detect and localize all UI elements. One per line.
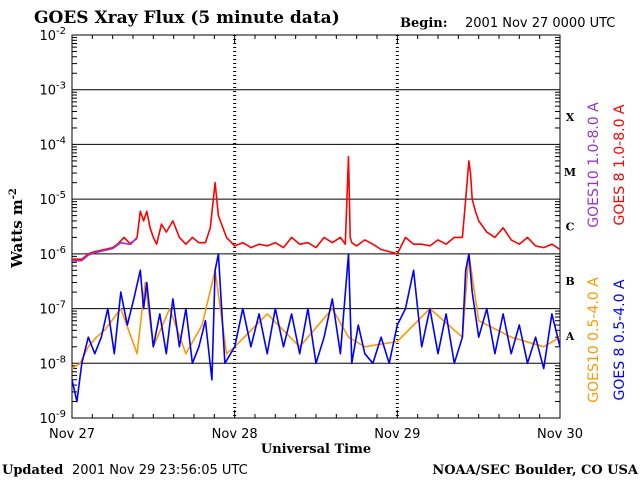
- series-line: [72, 155, 561, 261]
- y-tick-label-exp: -5: [56, 190, 66, 201]
- x-tick-label: Nov 27: [49, 427, 95, 442]
- x-axis-title: Universal Time: [261, 442, 371, 457]
- y-axis-title-exp: -2: [8, 188, 19, 199]
- y-tick-label: 10-6: [39, 245, 66, 263]
- series-line: [71, 253, 561, 370]
- series-lines: [71, 155, 561, 403]
- flare-class-label: C: [566, 221, 575, 234]
- x-tick-label: Nov 29: [374, 427, 420, 442]
- x-tick-label: Nov 28: [212, 427, 258, 442]
- y-tick-label-base: 10: [39, 248, 56, 263]
- y-tick-label-base: 10: [39, 412, 56, 427]
- y-tick-label-base: 10: [39, 138, 56, 153]
- grid-lines: [72, 35, 560, 418]
- y-tick-label: 10-8: [39, 354, 66, 372]
- y-tick-label-exp: -8: [56, 354, 66, 365]
- series-line: [72, 237, 138, 262]
- y-tick-label: 10-2: [39, 26, 66, 44]
- y-tick-label-exp: -6: [56, 245, 66, 256]
- flare-class-label: A: [565, 330, 575, 343]
- y-tick-label: 10-5: [39, 190, 66, 208]
- flare-class-labels: X M C B A: [564, 111, 576, 343]
- flare-class-label: B: [565, 275, 574, 288]
- y-axis-title: Watts m-2: [8, 188, 26, 269]
- x-tick-label: Nov 30: [537, 427, 583, 442]
- legend-entry: GOES10 0.5-4.0 A: [586, 277, 602, 403]
- y-tick-label: 10-9: [39, 409, 66, 427]
- legend: GOES10 1.0-8.0 A GOES 8 1.0-8.0 A GOES10 0…: [586, 102, 628, 403]
- updated-value: 2001 Nov 29 23:56:05 UTC: [72, 463, 248, 478]
- credit-text: NOAA/SEC Boulder, CO USA: [432, 463, 639, 478]
- y-tick-label-base: 10: [39, 84, 56, 99]
- flare-class-label: X: [566, 111, 575, 124]
- begin-value: 2001 Nov 27 0000 UTC: [465, 16, 615, 31]
- begin-label: Begin:: [400, 16, 448, 31]
- y-axis-title-base: Watts m: [8, 199, 26, 269]
- y-tick-label-base: 10: [39, 29, 56, 44]
- chart-title: GOES Xray Flux (5 minute data): [34, 8, 340, 28]
- y-tick-label-exp: -9: [56, 409, 66, 420]
- y-tick-label-exp: -2: [56, 26, 66, 37]
- flare-class-label: M: [564, 166, 576, 179]
- axis-ticks: [71, 35, 561, 418]
- y-tick-label: 10-7: [39, 300, 66, 318]
- y-tick-labels: 10-210-310-410-510-610-710-810-9: [39, 26, 66, 427]
- legend-entry: GOES 8 1.0-8.0 A: [612, 104, 628, 225]
- series-line: [71, 253, 561, 403]
- y-tick-label-exp: -3: [56, 81, 66, 92]
- y-tick-label: 10-4: [39, 135, 66, 153]
- updated-label: Updated: [2, 463, 63, 478]
- y-tick-label-exp: -7: [56, 300, 66, 311]
- legend-entry: GOES 8 0.5-4.0 A: [612, 279, 628, 400]
- y-tick-label-exp: -4: [56, 135, 66, 146]
- legend-entry: GOES10 1.0-8.0 A: [586, 102, 602, 228]
- y-tick-label-base: 10: [39, 193, 56, 208]
- y-tick-label-base: 10: [39, 303, 56, 318]
- y-tick-label-base: 10: [39, 357, 56, 372]
- x-tick-labels: Nov 27 Nov 28 Nov 29 Nov 30: [49, 427, 583, 442]
- y-tick-label: 10-3: [39, 81, 66, 99]
